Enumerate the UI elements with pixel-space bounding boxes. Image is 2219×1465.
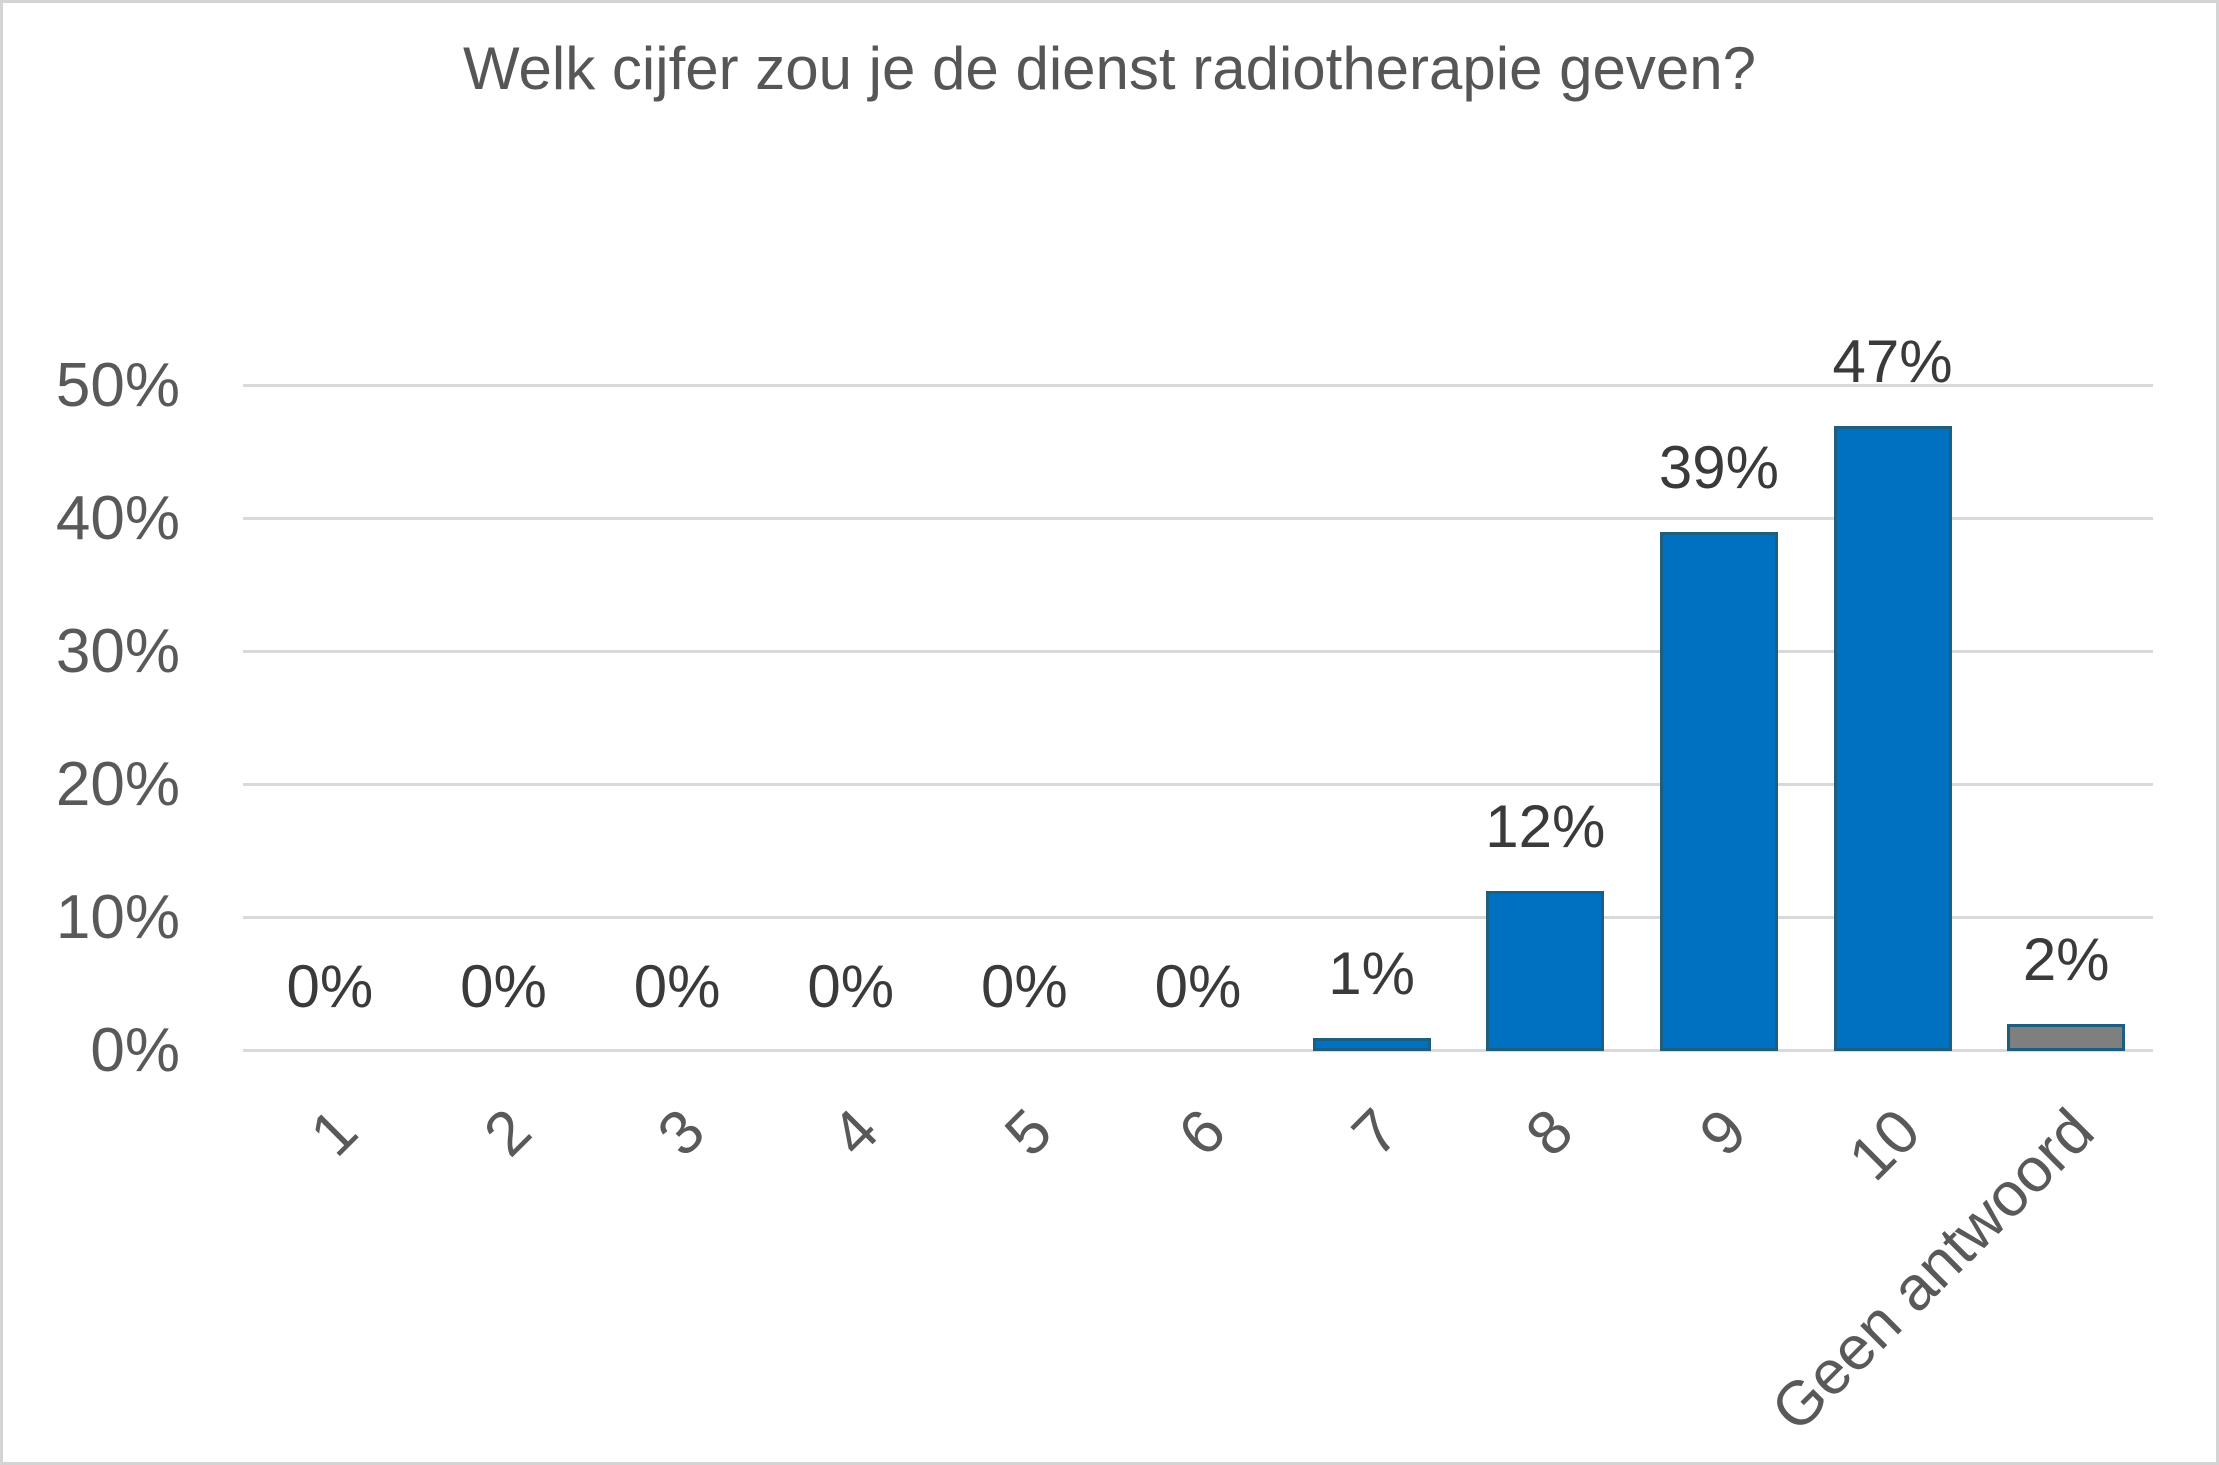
data-label-4: 0% xyxy=(807,953,895,1020)
bar-10 xyxy=(1833,425,1952,1051)
y-tick-label: 20% xyxy=(55,750,180,819)
data-label-2: 0% xyxy=(460,953,547,1020)
gridline-40% xyxy=(243,517,2153,520)
gridline-50% xyxy=(243,384,2153,387)
gridline-0% xyxy=(243,1049,2153,1052)
gridline-10% xyxy=(243,916,2153,919)
data-label-Geen antwoord: 2% xyxy=(2022,926,2110,994)
data-label-6: 0% xyxy=(1154,953,1242,1020)
bar-9 xyxy=(1659,532,1778,1051)
y-tick-label: 50% xyxy=(55,351,180,420)
bar-Geen antwoord xyxy=(2007,1024,2126,1051)
y-tick-label: 30% xyxy=(55,617,180,686)
data-label-7: 1% xyxy=(1328,939,1415,1007)
data-label-10: 47% xyxy=(1832,327,1953,395)
bar-7 xyxy=(1312,1037,1431,1051)
plot-area: 0% 10% 20% 30% 40% 50% 0% 1 0% 2 0% 3 0% 4 0% 5 0% 6 1% 7 12… xyxy=(3,3,2216,1462)
gridline-20% xyxy=(243,783,2153,786)
data-label-9: 39% xyxy=(1658,434,1779,502)
y-tick-label: 40% xyxy=(55,484,180,553)
y-tick-label: 10% xyxy=(55,883,180,952)
y-tick-label: 0% xyxy=(90,1016,180,1085)
data-label-5: 0% xyxy=(981,953,1068,1020)
chart-title: Welk cijfer zou je de dienst radiotherap… xyxy=(463,35,1756,102)
data-label-1: 0% xyxy=(286,953,374,1020)
bar-8 xyxy=(1486,891,1605,1051)
data-label-8: 12% xyxy=(1485,793,1606,861)
gridline-30% xyxy=(243,650,2153,653)
data-label-3: 0% xyxy=(633,953,721,1020)
